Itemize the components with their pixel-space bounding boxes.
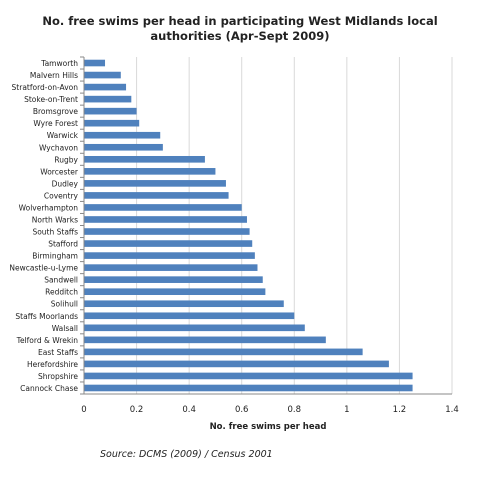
bar	[84, 300, 284, 308]
bar	[84, 360, 389, 368]
category-label: Herefordshire	[27, 360, 78, 369]
category-label: Tamworth	[40, 59, 78, 68]
bar	[84, 348, 363, 356]
bars	[84, 59, 413, 392]
category-label: Birmingham	[32, 252, 78, 261]
category-label: Walsall	[52, 324, 78, 333]
bar	[84, 83, 127, 91]
category-label: Staffs Moorlands	[15, 312, 78, 321]
category-label: Telford & Wrekin	[16, 336, 79, 345]
category-label: Worcester	[40, 167, 79, 176]
category-label: Wyre Forest	[33, 119, 78, 128]
category-label: Newcastle-u-Lyme	[9, 264, 78, 273]
bar	[84, 71, 121, 79]
x-tick-label: 1.2	[393, 405, 407, 415]
category-label: Coventry	[44, 191, 79, 200]
x-tick-label: 0.8	[288, 405, 302, 415]
bar	[84, 155, 205, 163]
bar	[84, 204, 242, 211]
bar	[84, 168, 216, 175]
bar	[84, 192, 229, 199]
category-label: Dudley	[52, 179, 79, 188]
source-note: Source: DCMS (2009) / Census 2001	[100, 449, 273, 460]
bar	[84, 372, 413, 380]
gridlines	[136, 57, 453, 394]
category-label: Stafford	[48, 240, 78, 249]
bar	[84, 336, 326, 344]
x-tick-label: 0.4	[182, 405, 196, 415]
bar	[84, 240, 253, 247]
category-label: Cannock Chase	[20, 384, 78, 393]
category-label: Stratford-on-Avon	[12, 83, 79, 92]
category-label: North Warks	[32, 215, 78, 224]
x-tick-label: 0.2	[130, 405, 144, 415]
x-tick-labels: 0 0.2 0.4 0.6 0.8 1 1.2 1.4	[81, 405, 458, 415]
bar	[84, 216, 247, 223]
category-label: South Staffs	[32, 228, 78, 237]
x-tick-label: 0	[81, 405, 86, 415]
bar	[84, 252, 255, 259]
category-label: Malvern Hills	[30, 71, 78, 80]
category-label: Sandwell	[44, 276, 78, 285]
x-tick-label: 1	[344, 405, 349, 415]
bar	[84, 143, 163, 151]
bar	[84, 324, 305, 332]
category-label: Wychavon	[39, 143, 78, 152]
bar	[84, 95, 132, 103]
x-axis-title: No. free swims per head	[210, 422, 327, 432]
bar	[84, 312, 295, 320]
bar	[84, 131, 161, 139]
category-label: Solihull	[51, 300, 78, 309]
category-label: East Staffs	[38, 348, 78, 357]
category-label: Rugby	[54, 155, 78, 164]
bar	[84, 107, 137, 115]
category-label: Wolverhampton	[19, 203, 79, 212]
category-labels: Tamworth Malvern Hills Stratford-on-Avon St…	[9, 59, 79, 393]
category-label: Warwick	[47, 131, 79, 140]
bar	[84, 264, 258, 271]
bar	[84, 288, 266, 296]
category-label: Redditch	[45, 288, 78, 297]
bar	[84, 119, 140, 127]
category-label: Stoke-on-Trent	[24, 95, 78, 104]
x-tick-label: 1.4	[445, 405, 459, 415]
category-label: Shropshire	[38, 372, 78, 381]
bar	[84, 228, 250, 235]
bar	[84, 59, 106, 67]
chart-title: No. free swims per head in participating…	[42, 14, 438, 43]
x-tick-label: 0.6	[235, 405, 249, 415]
axes	[80, 56, 452, 395]
category-label: Bromsgrove	[33, 107, 79, 116]
bar	[84, 384, 413, 392]
bar	[84, 276, 263, 283]
bar	[84, 180, 226, 187]
